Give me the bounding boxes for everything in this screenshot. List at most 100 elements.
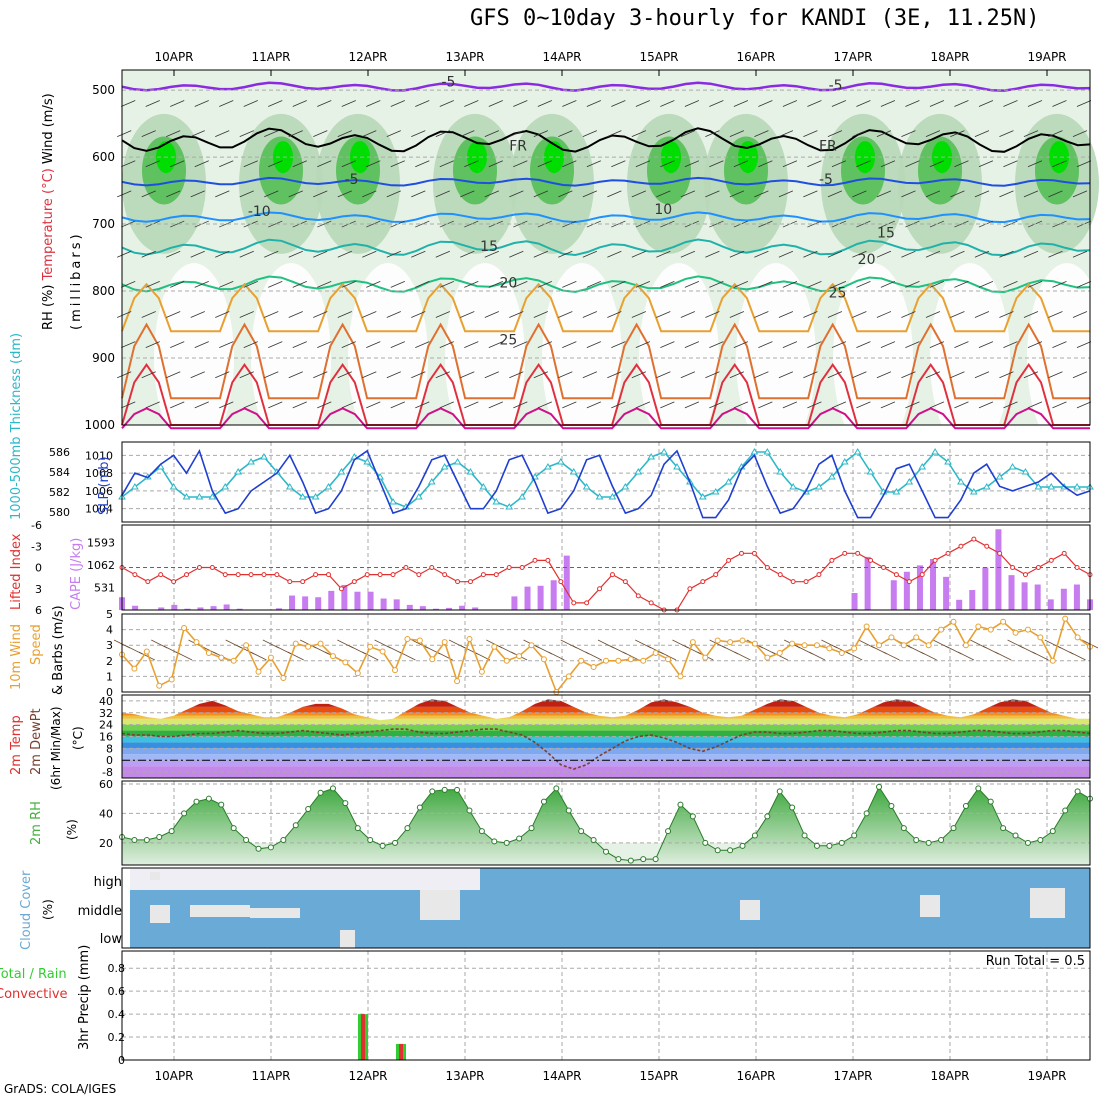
wind-barb	[705, 130, 720, 137]
rh-point	[516, 835, 523, 842]
contour-label: 10	[654, 202, 672, 218]
wind-barb	[390, 100, 405, 107]
wind-barb	[905, 280, 920, 288]
wind-speed-line-point	[429, 656, 436, 663]
wind-barb	[268, 280, 283, 288]
cape-bar	[930, 559, 937, 610]
thickness-line-point	[750, 448, 759, 455]
thickness-tick-label: 584	[49, 466, 70, 479]
wind-barb	[656, 311, 671, 318]
wind-barb	[386, 371, 401, 379]
wind-barb	[194, 280, 209, 288]
contour-label: -5	[819, 172, 833, 188]
temp-band	[122, 700, 1090, 707]
wind-barb	[999, 130, 1014, 137]
wind-barb	[586, 160, 602, 168]
cape-bar	[1060, 588, 1067, 610]
thickness-line-point	[827, 473, 836, 480]
wind-barb	[117, 311, 132, 318]
wind-speed-line-point	[677, 673, 684, 680]
wind-barb	[317, 100, 332, 107]
wind-barb	[758, 100, 773, 107]
wind-barb	[537, 100, 552, 107]
rh-point	[255, 845, 262, 852]
wind-barb	[999, 371, 1014, 379]
wind-barb	[292, 160, 307, 168]
wind-barb	[243, 160, 258, 168]
wind-barb	[709, 341, 724, 348]
wind-barb	[803, 190, 818, 198]
wind-barb	[415, 341, 430, 348]
wind-barb	[362, 190, 377, 198]
wind-barb	[807, 220, 822, 228]
wind-barb	[635, 401, 651, 409]
wind-barb	[435, 311, 450, 318]
lifted-index-point	[261, 572, 267, 578]
wind-speed-line-point	[987, 626, 994, 633]
wind-speed-line-point	[652, 650, 659, 656]
thickness-line-point	[1034, 483, 1043, 490]
wind-barb	[264, 250, 279, 258]
cloud-gap	[122, 868, 130, 948]
wind-barb	[513, 341, 528, 348]
thickness-line-point	[169, 483, 178, 490]
rh-point	[156, 834, 163, 840]
thickness-line-point	[556, 458, 565, 465]
wind-barb	[1052, 341, 1067, 348]
contour-label: -10	[248, 204, 271, 220]
wind-barb	[1023, 311, 1039, 318]
wind-barb	[852, 190, 867, 198]
wind-speed-line-point	[540, 656, 547, 663]
thickness-line-point	[569, 468, 578, 475]
wind-barb	[170, 220, 185, 228]
wind-barb	[635, 280, 651, 288]
temp-contour-10	[121, 211, 1091, 224]
wind-barb	[1048, 250, 1063, 258]
thickness-line-point	[698, 493, 707, 500]
wind-barb	[1076, 341, 1092, 348]
cape-bar	[367, 591, 374, 610]
lifted-index-point	[997, 550, 1003, 556]
cloud-clear-patch	[190, 905, 250, 917]
wind-barb	[925, 371, 941, 379]
wind-barb	[876, 190, 892, 198]
wind-barb	[954, 341, 969, 348]
wind-barb	[684, 401, 700, 409]
thickness-line-point	[776, 468, 785, 475]
wind-barb	[513, 401, 528, 409]
thickness-line-point	[969, 488, 978, 495]
rh-point	[416, 804, 423, 811]
date-label-bottom: 15APR	[639, 1069, 678, 1083]
wind-barb	[807, 280, 822, 288]
wind-ylabel-c: & Barbs (m/s)	[51, 605, 66, 695]
wind-barb	[460, 190, 475, 198]
rh-point	[689, 813, 696, 820]
wind-barb	[292, 100, 307, 107]
wind-barb	[362, 311, 377, 318]
wind-barb	[117, 190, 132, 198]
contour-label: FR	[509, 138, 527, 154]
lifted-tick-label: 0	[35, 562, 42, 575]
temp-tick-label: 16	[99, 731, 113, 744]
wind-barb	[831, 341, 847, 348]
thickness-line-point	[582, 483, 591, 490]
rh-point	[565, 807, 572, 814]
cloud-level-label-middle: middle	[78, 904, 122, 919]
cape-bar	[995, 529, 1002, 610]
wind-barb	[190, 250, 205, 258]
wind-barb	[631, 311, 647, 318]
wind-speed-line-point	[168, 676, 175, 683]
cape-bar	[158, 607, 165, 610]
wind-barb	[484, 130, 499, 137]
wind-ylabel-b: Speed	[29, 624, 44, 665]
cape-bar	[380, 598, 387, 610]
wind-barb	[117, 250, 132, 258]
wind-barb	[807, 100, 822, 107]
wind-barb	[313, 190, 328, 198]
rh-point	[764, 813, 771, 820]
wind-barb	[341, 280, 356, 288]
cape-bar	[1073, 584, 1080, 610]
thickness-line-point	[840, 458, 849, 465]
lifted-index-point	[790, 579, 796, 585]
wind-barb	[562, 280, 577, 288]
